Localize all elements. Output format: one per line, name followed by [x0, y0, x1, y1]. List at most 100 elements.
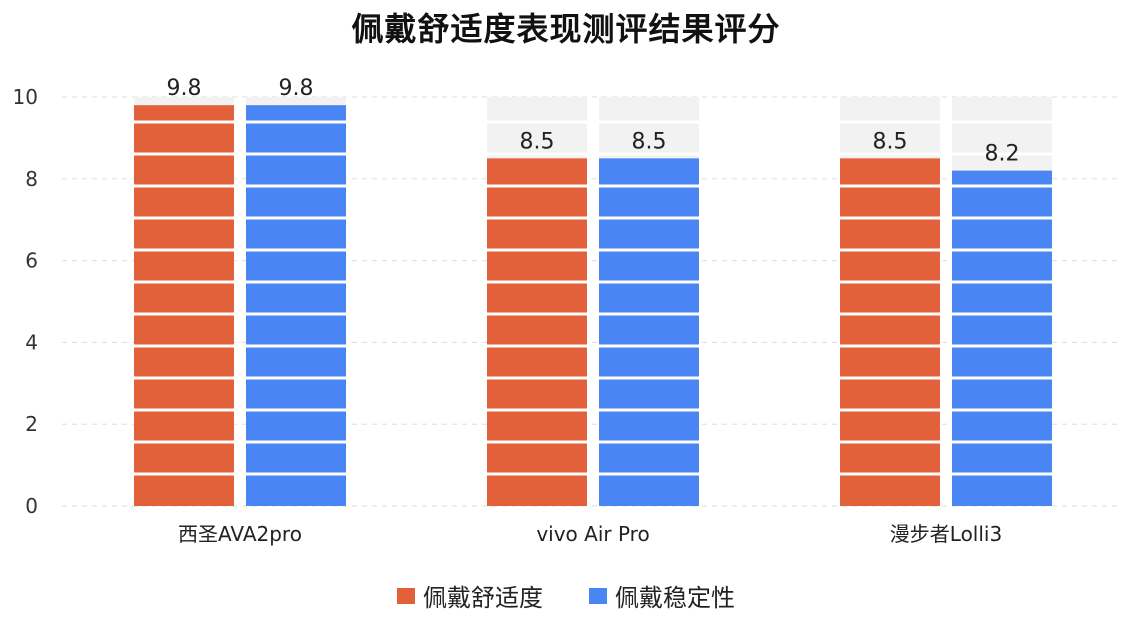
x-axis: 西圣AVA2pro vivo Air Pro 漫步者Lolli3	[178, 522, 1002, 546]
bar-separator	[487, 408, 587, 412]
y-tick-label: 2	[25, 412, 38, 436]
bar-separator	[134, 312, 234, 316]
bar-separator	[840, 184, 940, 188]
bar-separator	[952, 472, 1052, 476]
bar-separator	[840, 216, 940, 220]
y-tick-label: 8	[25, 167, 38, 191]
bar-separator	[246, 312, 346, 316]
bar-fill	[487, 158, 587, 506]
bar[interactable]	[487, 97, 587, 506]
legend-swatch-comfort	[397, 587, 415, 604]
bar-separator	[487, 184, 587, 188]
chart-title: 佩戴舒适度表现测评结果评分	[351, 10, 781, 48]
bar-separator	[599, 184, 699, 188]
bar-separator	[487, 120, 587, 124]
data-label: 8.5	[520, 129, 555, 154]
bar-separator	[840, 312, 940, 316]
bar-separator	[599, 376, 699, 380]
bar-fill	[840, 158, 940, 506]
bar-separator	[134, 216, 234, 220]
bar-separator	[134, 376, 234, 380]
bar-separator	[487, 376, 587, 380]
bar-separator	[246, 344, 346, 348]
bar-separator	[952, 408, 1052, 412]
bar-separator	[840, 376, 940, 380]
bar-separator	[487, 440, 587, 444]
data-label: 8.2	[985, 142, 1020, 167]
bar-separator	[840, 472, 940, 476]
bar-separator	[487, 152, 587, 156]
bar-separator	[134, 248, 234, 252]
legend: 佩戴舒适度 佩戴稳定性	[0, 578, 1132, 613]
bar-separator	[246, 408, 346, 412]
bar-separator	[134, 440, 234, 444]
bar-separator	[487, 344, 587, 348]
bar-separator	[952, 120, 1052, 124]
bar-separator	[952, 216, 1052, 220]
x-tick-label: vivo Air Pro	[536, 522, 649, 546]
bar-separator	[487, 248, 587, 252]
bar-separator	[134, 280, 234, 284]
bar-separator	[599, 248, 699, 252]
bar-separator	[246, 120, 346, 124]
x-tick-label: 西圣AVA2pro	[178, 522, 302, 546]
y-axis: 0 2 4 6 8 10	[13, 85, 38, 518]
data-label: 8.5	[873, 129, 908, 154]
bar-separator	[246, 280, 346, 284]
bar-separator	[246, 152, 346, 156]
data-labels: 9.8 9.8 8.5 8.5 8.5 8.2	[167, 76, 1020, 166]
gridlines	[62, 96, 1122, 507]
bar-separator	[599, 472, 699, 476]
legend-item-comfort[interactable]: 佩戴舒适度	[397, 578, 543, 613]
y-tick-label: 10	[13, 85, 38, 109]
bar-separator	[134, 344, 234, 348]
bar[interactable]	[599, 97, 699, 506]
bar-separator	[487, 312, 587, 316]
bar-separator	[487, 280, 587, 284]
data-label: 9.8	[279, 76, 314, 101]
bars	[134, 97, 1052, 507]
bar-separator	[246, 216, 346, 220]
bar[interactable]	[840, 97, 940, 506]
bar-separator	[599, 120, 699, 124]
bar-separator	[840, 248, 940, 252]
y-tick-label: 0	[25, 494, 38, 518]
bar-separator	[840, 344, 940, 348]
legend-item-stability[interactable]: 佩戴稳定性	[589, 578, 735, 613]
bar-fill	[246, 105, 346, 507]
bar-separator	[599, 440, 699, 444]
bar-separator	[246, 248, 346, 252]
legend-label-comfort: 佩戴舒适度	[423, 584, 543, 612]
bar-separator	[840, 440, 940, 444]
bar-separator	[952, 280, 1052, 284]
x-tick-label: 漫步者Lolli3	[890, 522, 1002, 546]
bar-fill	[599, 158, 699, 506]
bar-separator	[952, 152, 1052, 156]
bar[interactable]	[134, 97, 234, 507]
bar-separator	[952, 248, 1052, 252]
bar-separator	[599, 216, 699, 220]
bar-separator	[952, 312, 1052, 316]
bar-separator	[840, 408, 940, 412]
bar-separator	[840, 152, 940, 156]
bar-separator	[134, 152, 234, 156]
bar-separator	[487, 216, 587, 220]
bar-separator	[599, 344, 699, 348]
bar-separator	[952, 376, 1052, 380]
bar-separator	[952, 344, 1052, 348]
bar[interactable]	[952, 97, 1052, 506]
bar-separator	[487, 472, 587, 476]
bar[interactable]	[246, 97, 346, 507]
bar-separator	[840, 280, 940, 284]
bar-separator	[246, 440, 346, 444]
bar-separator	[134, 120, 234, 124]
data-label: 9.8	[167, 76, 202, 101]
legend-label-stability: 佩戴稳定性	[615, 584, 735, 612]
bar-separator	[134, 472, 234, 476]
bar-separator	[599, 408, 699, 412]
y-tick-label: 4	[25, 330, 38, 354]
bar-separator	[952, 184, 1052, 188]
bar-separator	[599, 152, 699, 156]
bar-separator	[134, 184, 234, 188]
